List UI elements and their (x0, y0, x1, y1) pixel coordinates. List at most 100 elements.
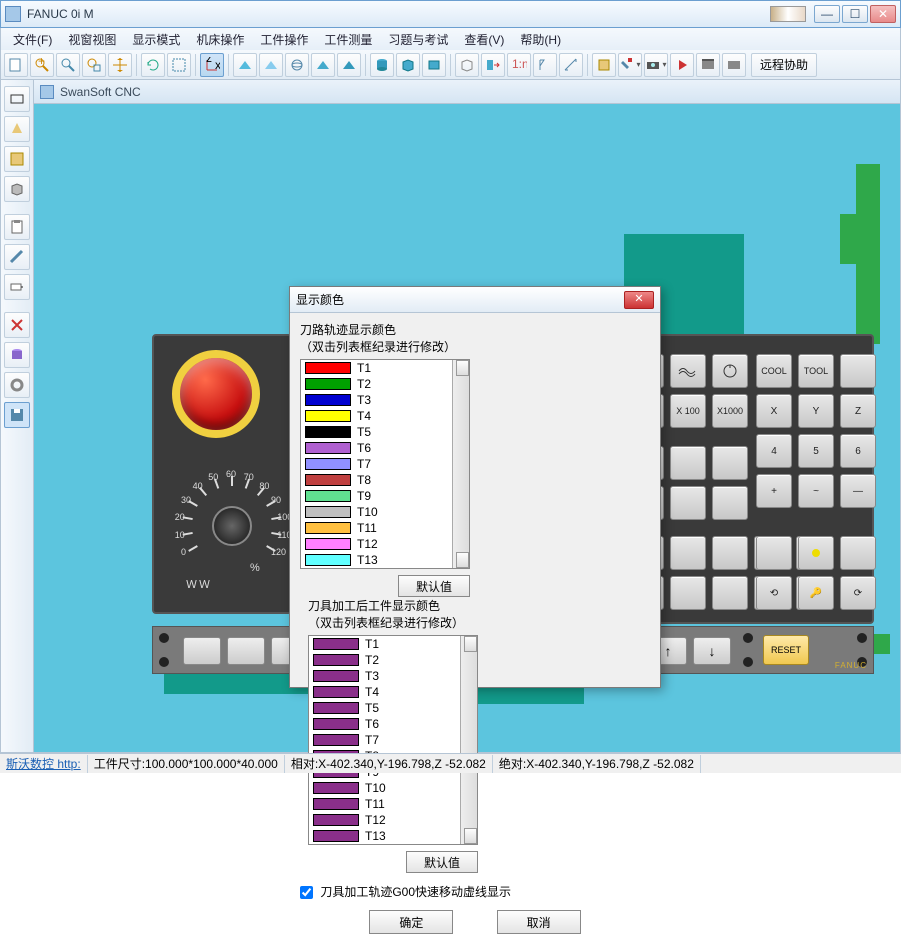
key-b3[interactable] (712, 446, 748, 480)
status-link[interactable]: 斯沃数控 http: (0, 755, 88, 773)
key-c2[interactable] (670, 536, 706, 570)
arrow-down-button[interactable]: ↓ (693, 637, 731, 665)
key-6[interactable]: 6 (840, 434, 876, 468)
color-row[interactable]: T13 (301, 552, 452, 568)
key-e3[interactable] (840, 536, 876, 570)
close-button[interactable]: ✕ (870, 5, 896, 23)
feed-override-dial[interactable]: % 0102030405060708090100110120 (182, 476, 282, 576)
ok-button[interactable]: 确定 (369, 910, 453, 934)
color-row[interactable]: T9 (301, 488, 452, 504)
tb-new-icon[interactable] (4, 53, 28, 77)
list1-scrollbar[interactable] (452, 360, 469, 568)
key-z[interactable]: Z (840, 394, 876, 428)
key-e2[interactable] (798, 536, 834, 570)
g00-dashed-checkbox[interactable] (300, 886, 313, 899)
key-blank1[interactable] (840, 354, 876, 388)
tb-hammer-icon[interactable] (618, 53, 642, 77)
st-ruler2-icon[interactable] (4, 244, 30, 270)
key-e1[interactable] (756, 536, 792, 570)
dialog-close-button[interactable]: ✕ (624, 291, 654, 309)
key-cool[interactable]: COOL (756, 354, 792, 388)
emergency-stop-button[interactable] (172, 350, 260, 438)
tb-ruler-icon[interactable] (559, 53, 583, 77)
st-rect-icon[interactable] (4, 86, 30, 112)
key-minus[interactable]: — (840, 474, 876, 508)
tb-shade4-icon[interactable] (337, 53, 361, 77)
tb-cube-icon[interactable] (396, 53, 420, 77)
tb-book-icon[interactable] (592, 53, 616, 77)
color-row[interactable]: T13 (309, 828, 460, 844)
key-x100[interactable]: X 100 (670, 394, 706, 428)
key-tool[interactable]: TOOL (798, 354, 834, 388)
tb-cyl-icon[interactable] (370, 53, 394, 77)
remote-assist-button[interactable]: 远程协助 (751, 53, 817, 77)
tb-zoom-in-icon[interactable]: + (30, 53, 54, 77)
tb-pan-icon[interactable] (108, 53, 132, 77)
key-5[interactable]: 5 (798, 434, 834, 468)
color-row[interactable]: T12 (309, 812, 460, 828)
key-f1[interactable]: ⟲ (756, 576, 792, 610)
color-row[interactable]: T3 (301, 392, 452, 408)
color-row[interactable]: T6 (309, 716, 460, 732)
key-c3[interactable] (712, 536, 748, 570)
st-cone-icon[interactable] (4, 116, 30, 142)
st-clip-icon[interactable] (4, 214, 30, 240)
color-row[interactable]: T2 (301, 376, 452, 392)
st-cross-icon[interactable] (4, 312, 30, 338)
key-wave2[interactable] (670, 354, 706, 388)
color-row[interactable]: T12 (301, 536, 452, 552)
key-d3[interactable] (712, 576, 748, 610)
color-row[interactable]: T1 (309, 636, 460, 652)
key-d2[interactable] (670, 576, 706, 610)
st-ring-icon[interactable] (4, 372, 30, 398)
color-row[interactable]: T5 (301, 424, 452, 440)
st-label-icon[interactable] (4, 274, 30, 300)
color-row[interactable]: T4 (309, 684, 460, 700)
color-row[interactable]: T3 (309, 668, 460, 684)
maximize-button[interactable]: ☐ (842, 5, 868, 23)
key-b2[interactable] (670, 446, 706, 480)
tb-caliper-icon[interactable] (533, 53, 557, 77)
color-row[interactable]: T2 (309, 652, 460, 668)
menu-look[interactable]: 查看(V) (456, 29, 512, 50)
st-cube-icon[interactable] (4, 176, 30, 202)
key-spindle[interactable] (712, 354, 748, 388)
key-x1000[interactable]: X1000 (712, 394, 748, 428)
key-b5[interactable] (670, 486, 706, 520)
tb-cube2-icon[interactable] (455, 53, 479, 77)
key-x[interactable]: X (756, 394, 792, 428)
tb-zoom-fit-icon[interactable] (82, 53, 106, 77)
key-f3[interactable]: ⟳ (840, 576, 876, 610)
default2-button[interactable]: 默认值 (406, 851, 478, 873)
tb-toolin-icon[interactable] (481, 53, 505, 77)
menu-view[interactable]: 视窗视图 (60, 29, 124, 50)
tb-zoom-out-icon[interactable] (56, 53, 80, 77)
menu-measure[interactable]: 工件测量 (316, 29, 380, 50)
menu-exam[interactable]: 习题与考试 (380, 29, 456, 50)
cancel-button[interactable]: 取消 (497, 910, 581, 934)
tb-axis-icon[interactable]: xz (200, 53, 224, 77)
color-row[interactable]: T6 (301, 440, 452, 456)
color-row[interactable]: T1 (301, 360, 452, 376)
st-disk-icon[interactable] (4, 402, 30, 428)
toolpath-color-list[interactable]: T1T2T3T4T5T6T7T8T9T10T11T12T13 (300, 359, 470, 569)
menu-work[interactable]: 工件操作 (252, 29, 316, 50)
key-4[interactable]: 4 (756, 434, 792, 468)
tb-wire-icon[interactable] (285, 53, 309, 77)
tb-shade3-icon[interactable] (311, 53, 335, 77)
tb-camera-icon[interactable] (644, 53, 668, 77)
tb-select-icon[interactable] (167, 53, 191, 77)
key-y[interactable]: Y (798, 394, 834, 428)
minimize-button[interactable]: — (814, 5, 840, 23)
key-b6[interactable] (712, 486, 748, 520)
menu-help[interactable]: 帮助(H) (512, 29, 569, 50)
dial-knob[interactable] (212, 506, 252, 546)
menu-display[interactable]: 显示模式 (124, 29, 188, 50)
workpiece-color-list[interactable]: T1T2T3T4T5T6T7T8T9T10T11T12T13 (308, 635, 478, 845)
tb-film1-icon[interactable] (696, 53, 720, 77)
color-row[interactable]: T7 (301, 456, 452, 472)
reset-button[interactable]: RESET (763, 635, 809, 665)
key-f2[interactable]: 🔑 (798, 576, 834, 610)
key-plus[interactable]: + (756, 474, 792, 508)
menu-file[interactable]: 文件(F) (5, 29, 60, 50)
